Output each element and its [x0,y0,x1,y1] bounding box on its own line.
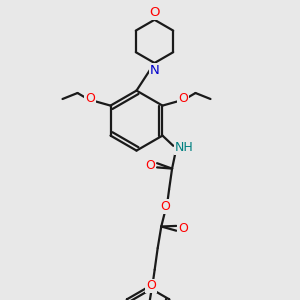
Text: N: N [150,64,159,77]
Text: NH: NH [175,141,194,154]
Text: O: O [146,279,156,292]
Text: O: O [178,222,188,235]
Text: O: O [85,92,95,106]
Text: O: O [146,158,155,172]
Text: O: O [149,6,160,19]
Text: O: O [160,200,170,213]
Text: O: O [178,92,188,106]
